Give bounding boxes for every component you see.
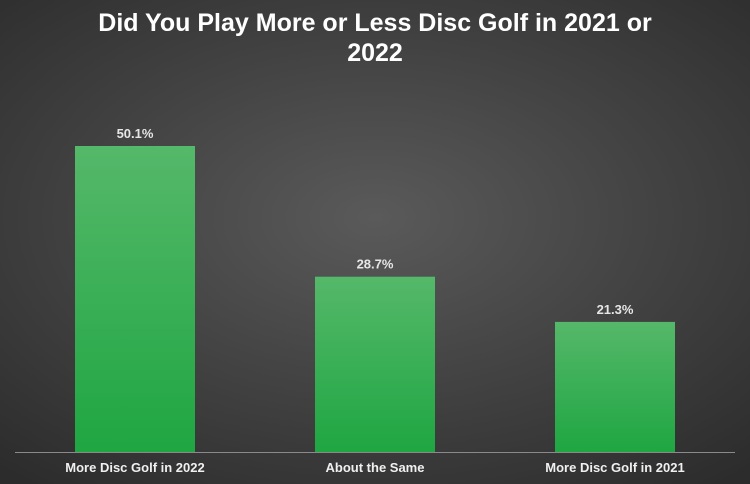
data-label-3: 21.3% [597,302,634,317]
x-tick-label-1: More Disc Golf in 2022 [65,460,204,475]
bar-1 [75,146,195,452]
bar-2 [315,276,435,452]
bar-3 [555,321,675,452]
x-tick-labels: More Disc Golf in 2022 About the Same More… [65,460,684,475]
x-tick-label-2: About the Same [326,460,425,475]
labels-layer: 50.1% 28.7% 21.3% [117,126,634,317]
bars-layer [75,146,675,452]
data-label-1: 50.1% [117,126,154,141]
chart-title: Did You Play More or Less Disc Golf in 2… [98,9,652,67]
x-tick-label-3: More Disc Golf in 2021 [545,460,684,475]
data-label-2: 28.7% [357,257,394,272]
